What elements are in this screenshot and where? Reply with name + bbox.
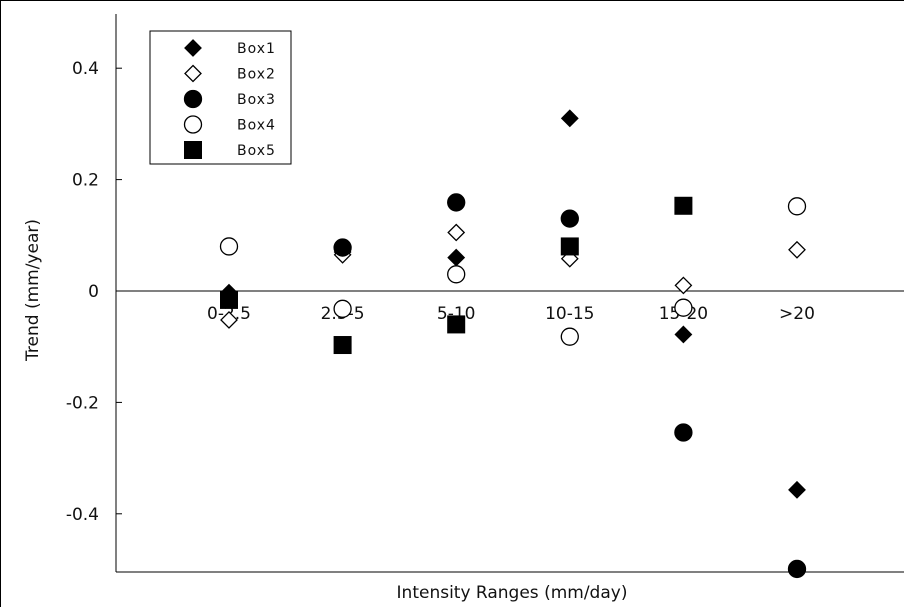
- y-tick-label: -0.4: [66, 505, 99, 525]
- y-axis-title: Trend (mm/year): [23, 219, 43, 362]
- x-tick-label: 10-15: [545, 304, 594, 324]
- point-box3: [447, 193, 466, 212]
- legend-label: Box5: [237, 143, 276, 159]
- point-box3: [560, 209, 579, 228]
- point-box2: [447, 223, 466, 242]
- point-box1: [447, 248, 466, 267]
- legend-label: Box2: [237, 67, 276, 83]
- point-box1: [674, 325, 693, 344]
- point-box5: [674, 196, 693, 215]
- legend: Box1 Box2 Box3 Box4 Box5: [149, 30, 292, 165]
- legend-label: Box1: [237, 41, 276, 57]
- legend-label: Box4: [237, 118, 276, 134]
- legend-box: [149, 30, 292, 165]
- point-box4: [560, 327, 579, 346]
- legend-label: Box3: [237, 92, 276, 108]
- legend-marker-box2: [184, 64, 202, 83]
- y-tick-label: -0.2: [66, 393, 99, 413]
- point-box4: [674, 298, 693, 317]
- x-tick-label: >20: [779, 304, 815, 324]
- legend-marker-box1: [184, 39, 202, 57]
- legend-marker-box5: [184, 141, 202, 159]
- y-ticks: 0.4 0.2 0 -0.2 -0.4: [66, 59, 122, 525]
- y-tick-label: 0.4: [72, 59, 99, 79]
- x-axis-title: Intensity Ranges (mm/day): [397, 583, 628, 603]
- point-box5: [447, 315, 466, 334]
- point-box4: [447, 265, 466, 284]
- point-box3: [787, 559, 807, 579]
- point-box2: [220, 311, 238, 329]
- point-box5: [220, 290, 238, 309]
- point-box2: [674, 276, 693, 295]
- point-box3: [674, 423, 693, 442]
- point-box1: [560, 109, 579, 128]
- y-tick-label: 0: [88, 282, 99, 302]
- point-box4: [219, 237, 239, 256]
- legend-marker-box4: [183, 115, 203, 134]
- axes: [115, 14, 904, 573]
- point-box2: [788, 240, 806, 259]
- point-box5: [333, 336, 352, 355]
- point-box3: [333, 238, 352, 257]
- point-box4: [787, 197, 807, 216]
- y-tick-label: 0.2: [72, 171, 99, 191]
- point-box1: [788, 480, 806, 499]
- x-tick-label: 5-10: [437, 304, 476, 324]
- point-box5: [560, 237, 579, 256]
- data-points: [219, 109, 807, 579]
- legend-marker-box3: [183, 89, 203, 109]
- point-box4: [333, 299, 352, 318]
